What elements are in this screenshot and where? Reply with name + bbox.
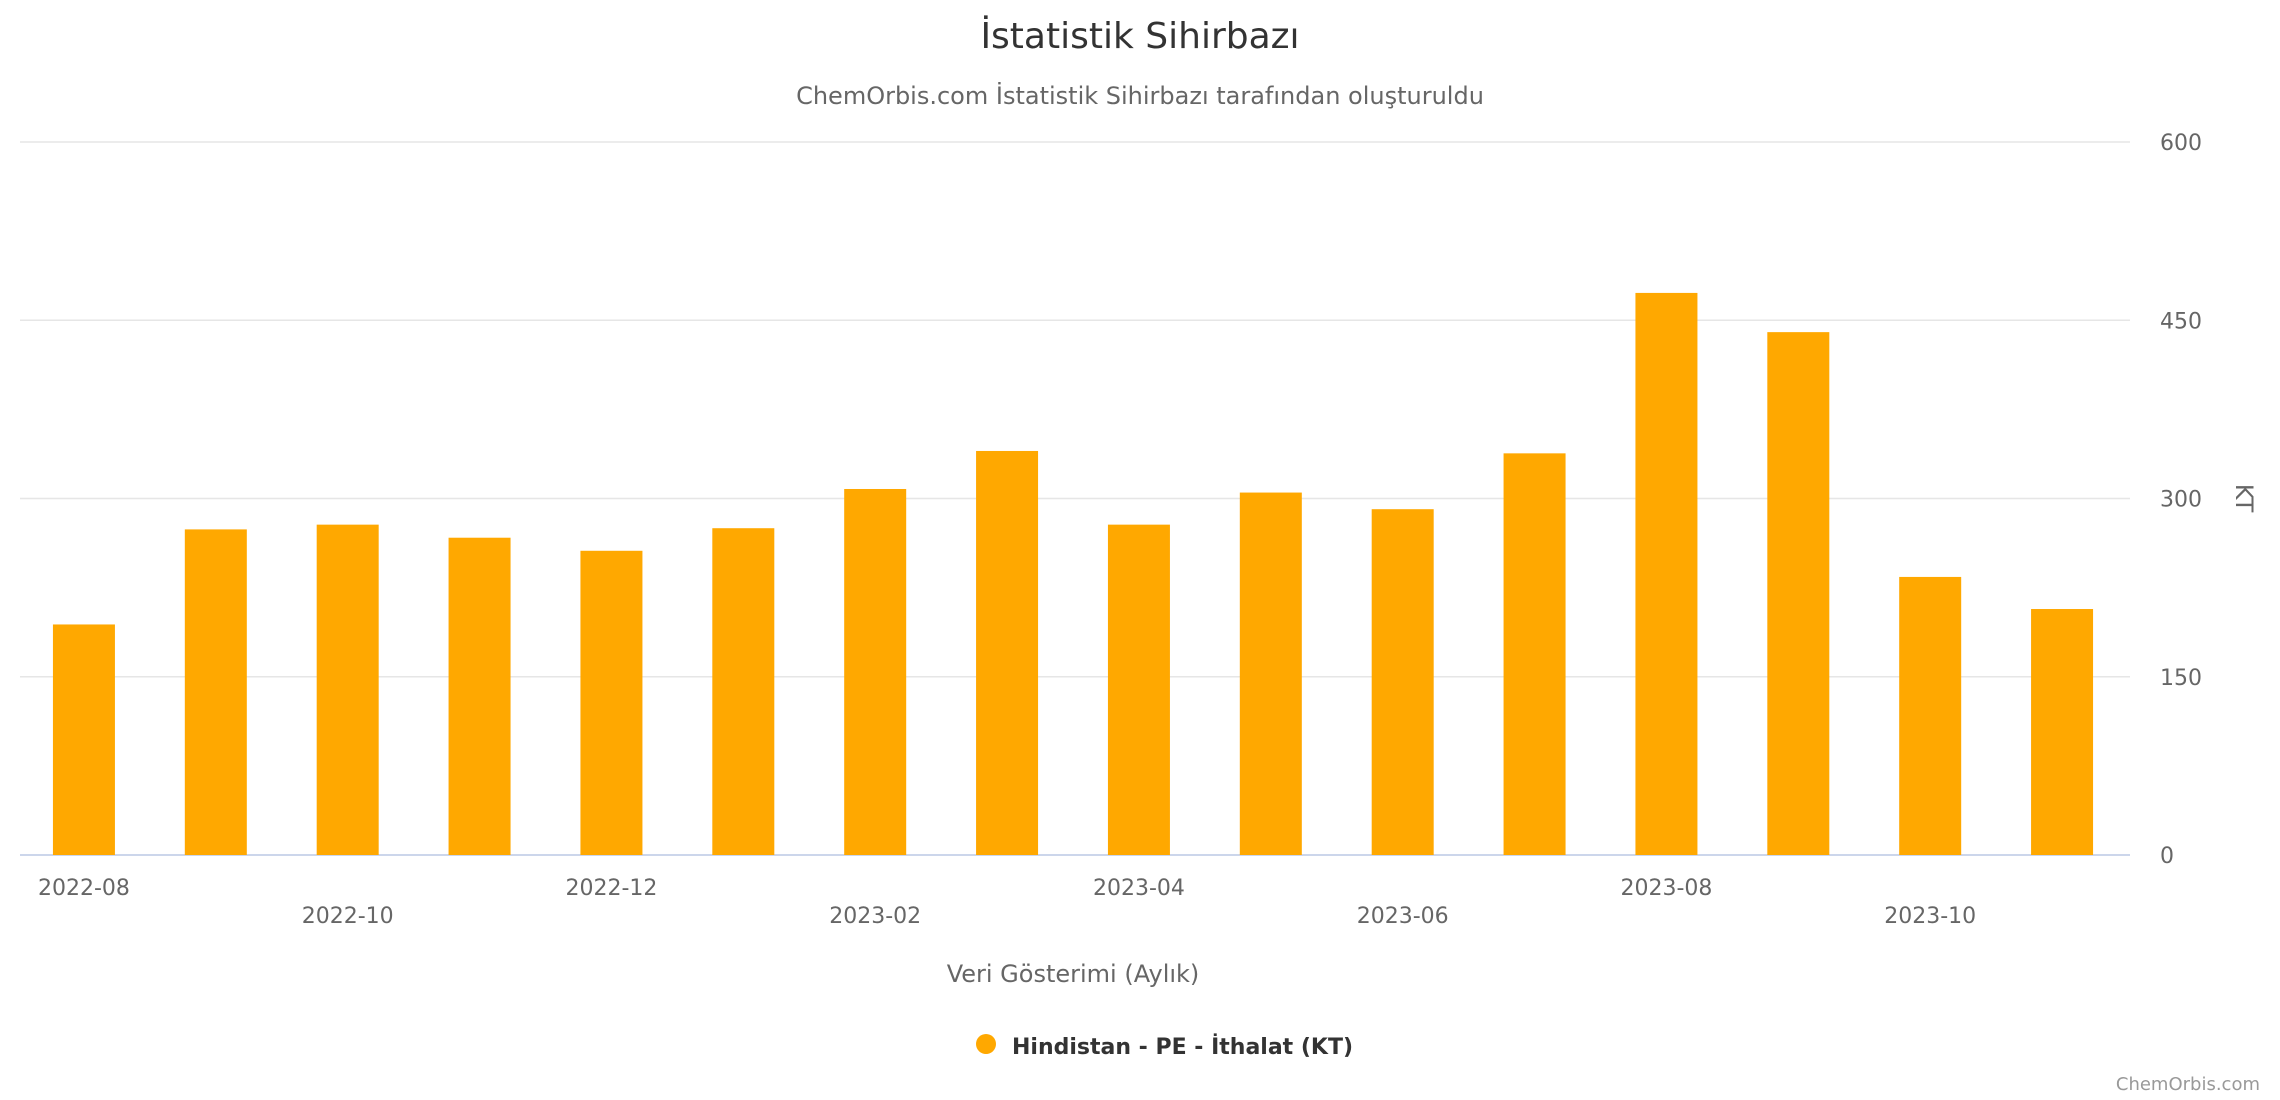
y-tick-label: 0 — [2160, 844, 2174, 869]
legend-marker — [976, 1034, 996, 1054]
x-tick-label: 2023-06 — [1357, 904, 1449, 929]
bar-2023-07[interactable] — [1503, 453, 1566, 855]
credit-link[interactable]: ChemOrbis.com — [2116, 1074, 2260, 1095]
bar-2022-12[interactable] — [580, 550, 643, 855]
bar-2023-11[interactable] — [2031, 609, 2094, 855]
y-tick-label: 300 — [2160, 488, 2202, 513]
legend-label: Hindistan - PE - İthalat (KT) — [1012, 1034, 1353, 1060]
x-tick-label: 2022-10 — [302, 904, 394, 929]
bar-2022-11[interactable] — [448, 537, 511, 855]
bar-2023-05[interactable] — [1239, 492, 1302, 855]
bar-2022-09[interactable] — [184, 529, 247, 855]
bar-2023-09[interactable] — [1767, 332, 1830, 856]
bar-2022-10[interactable] — [316, 524, 379, 855]
legend-item[interactable]: Hindistan - PE - İthalat (KT) — [976, 1034, 1353, 1060]
x-tick-label: 2023-10 — [1884, 904, 1976, 929]
bar-2023-04[interactable] — [1107, 524, 1170, 855]
chart-subtitle: ChemOrbis.com İstatistik Sihirbazı taraf… — [796, 81, 1484, 110]
x-tick-label: 2022-12 — [565, 876, 657, 901]
bar-2023-06[interactable] — [1371, 509, 1434, 855]
bar-2023-10[interactable] — [1899, 576, 1962, 855]
chart-title: İstatistik Sihirbazı — [980, 15, 1299, 57]
x-axis-title: Veri Gösterimi (Aylık) — [947, 960, 1200, 988]
y-tick-label: 600 — [2160, 131, 2202, 156]
y-axis-title: KT — [2230, 484, 2258, 513]
bar-2023-08[interactable] — [1635, 292, 1698, 855]
bar-2023-01[interactable] — [712, 528, 775, 855]
bar-2022-08[interactable] — [52, 624, 115, 855]
x-tick-label: 2023-04 — [1093, 876, 1185, 901]
x-tick-label: 2023-08 — [1620, 876, 1712, 901]
x-tick-label: 2022-08 — [38, 876, 130, 901]
y-tick-label: 150 — [2160, 666, 2202, 691]
x-tick-label: 2023-02 — [829, 904, 921, 929]
y-tick-label: 450 — [2160, 309, 2202, 334]
bar-2023-03[interactable] — [976, 450, 1039, 855]
bar-2023-02[interactable] — [844, 488, 907, 855]
